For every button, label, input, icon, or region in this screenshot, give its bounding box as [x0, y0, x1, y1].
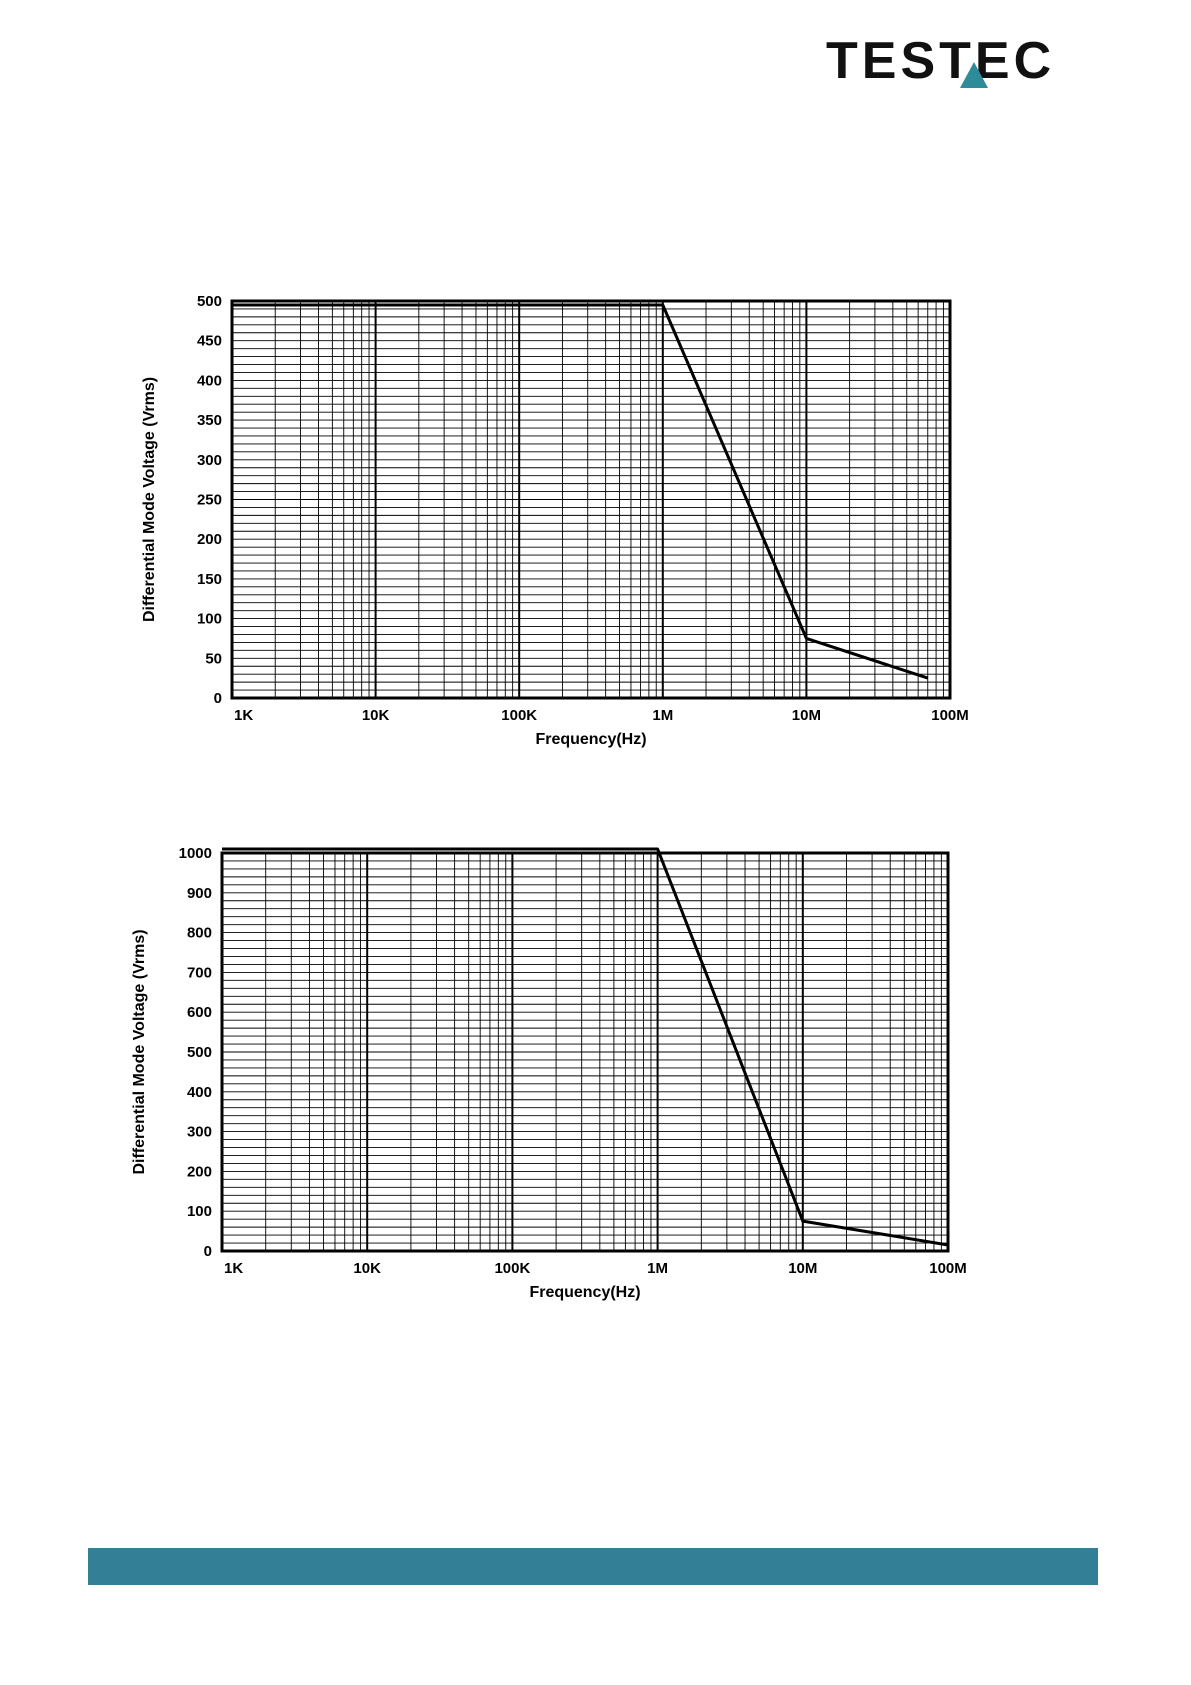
logo-graphic: TESTEC — [826, 32, 1055, 90]
chart-svg: 0 100 200 300 400 500 600 700 800 900 1000 1K 10K 100… — [131, 845, 967, 1301]
x-tick-label: 10M — [792, 707, 821, 724]
plot-frame — [230, 299, 952, 700]
x-axis-title: Frequency(Hz) — [535, 731, 646, 748]
y-tick-label: 200 — [197, 531, 222, 548]
y-tick-label: 250 — [197, 492, 222, 509]
series-line — [222, 847, 949, 1247]
y-tick-label: 50 — [205, 650, 222, 667]
y-tick-label: 300 — [197, 452, 222, 469]
voltage-chart-1000v: 0 100 200 300 400 500 600 700 800 900 1000 1K 10K 100… — [110, 845, 1030, 1345]
plot-frame — [220, 851, 950, 1253]
y-tick-label: 800 — [187, 925, 212, 942]
y-tick-label: 150 — [197, 571, 222, 588]
x-tick-label: 100K — [494, 1260, 530, 1277]
x-tick-label: 1K — [224, 1260, 243, 1277]
testec-logo: TESTEC — [826, 32, 1126, 96]
y-tick-label: 500 — [197, 293, 222, 310]
y-tick-label: 1000 — [179, 845, 212, 862]
grid — [231, 300, 950, 699]
x-tick-label: 1M — [652, 707, 673, 724]
x-tick-label: 10K — [362, 707, 390, 724]
y-tick-label: 400 — [187, 1084, 212, 1101]
y-tick-label: 0 — [214, 690, 222, 707]
y-tick-label: 700 — [187, 964, 212, 981]
y-tick-label: 500 — [187, 1044, 212, 1061]
x-tick-label: 1K — [234, 707, 253, 724]
y-tick-label: 300 — [187, 1124, 212, 1141]
x-tick-label: 100M — [929, 1260, 967, 1277]
y-axis-title: Differential Mode Voltage (Vrms) — [141, 377, 158, 622]
x-tick-label: 1M — [647, 1260, 668, 1277]
x-tick-label: 100K — [501, 707, 537, 724]
y-axis-title: Differential Mode Voltage (Vrms) — [131, 929, 148, 1174]
y-tick-label: 350 — [197, 412, 222, 429]
x-axis-title: Frequency(Hz) — [529, 1284, 640, 1301]
series-line — [232, 303, 929, 680]
y-tick-label: 100 — [187, 1203, 212, 1220]
voltage-chart-500v: 0 50 100 150 200 250 300 350 400 450 500 1K 10K 100K 1… — [120, 285, 1040, 795]
y-tick-label: 400 — [197, 372, 222, 389]
y-tick-label: 200 — [187, 1163, 212, 1180]
x-tick-label: 100M — [931, 707, 969, 724]
x-tick-label: 10K — [353, 1260, 381, 1277]
grid — [221, 852, 948, 1252]
logo-text: TESTEC — [826, 34, 1055, 90]
y-tick-label: 0 — [204, 1243, 212, 1260]
chart-svg: 0 50 100 150 200 250 300 350 400 450 500 1K 10K 100K 1… — [141, 293, 969, 748]
y-tick-label: 450 — [197, 333, 222, 350]
triangle-logo-mark-icon — [960, 62, 988, 88]
x-tick-label: 10M — [788, 1260, 817, 1277]
footer-bar — [88, 1548, 1098, 1585]
y-tick-label: 100 — [197, 611, 222, 628]
y-tick-label: 900 — [187, 885, 212, 902]
y-tick-label: 600 — [187, 1004, 212, 1021]
